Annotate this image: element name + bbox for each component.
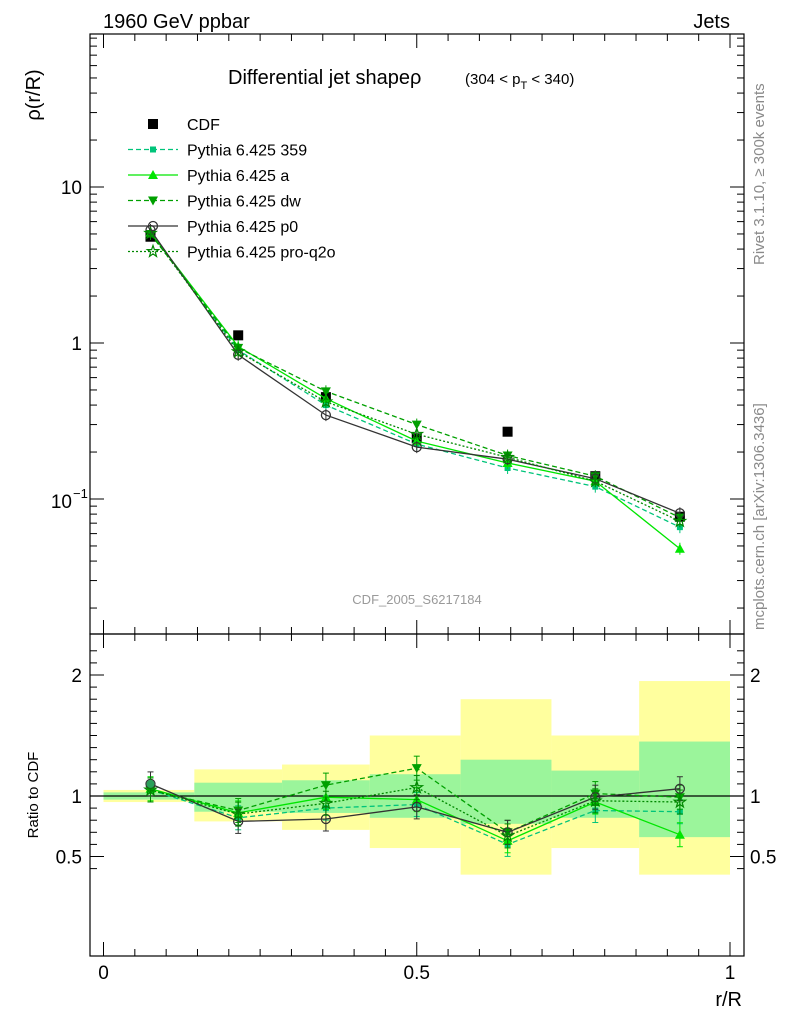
main-point xyxy=(587,473,603,488)
main-point xyxy=(230,343,246,358)
ratio-ytick-label-left: 2 xyxy=(71,666,82,687)
main-series-0 xyxy=(145,231,685,522)
ratio-xtick-label: 0 xyxy=(98,963,109,984)
ratio-point xyxy=(411,801,422,813)
main-y-axis-label: ρ(r/R) xyxy=(23,69,45,120)
main-point xyxy=(320,387,331,397)
main-series-3 xyxy=(145,227,685,524)
chart-title-range: (304 < pT < 340) xyxy=(465,71,574,92)
main-series-2 xyxy=(145,226,685,555)
legend-label-5: Pythia 6.425 pro-q2o xyxy=(187,245,336,262)
main-point xyxy=(411,441,422,453)
x-axis-label: r/R xyxy=(715,989,742,1011)
chart-title-range-end: < 340) xyxy=(527,71,574,88)
ratio-ytick-label-right: 0.5 xyxy=(750,848,776,869)
ratio-ytick-label-left: 1 xyxy=(71,787,82,808)
ratio-point xyxy=(500,828,516,843)
ratio-point xyxy=(672,794,688,809)
ratio-point xyxy=(143,782,158,797)
ratio-band-inner xyxy=(460,759,552,824)
main-series-4 xyxy=(145,224,686,520)
legend-marker xyxy=(150,146,156,153)
ratio-ytick-label-left: 0.5 xyxy=(56,848,82,869)
analysis-label: CDF_2005_S6217184 xyxy=(352,592,481,607)
header-energy: 1960 GeV ppbar xyxy=(103,11,250,33)
main-series-line xyxy=(149,233,681,519)
legend-label-2: Pythia 6.425 a xyxy=(187,168,289,185)
header-process: Jets xyxy=(693,11,730,33)
ratio-point xyxy=(674,829,685,839)
main-series-line xyxy=(149,229,681,514)
legend-label-3: Pythia 6.425 dw xyxy=(187,194,301,211)
main-point xyxy=(502,426,513,437)
legend-label-1: Pythia 6.425 359 xyxy=(187,143,307,160)
main-point xyxy=(672,513,688,528)
ratio-y-axis-label: Ratio to CDF xyxy=(25,752,42,839)
legend-marker xyxy=(148,196,158,206)
main-series-line xyxy=(149,232,681,528)
chart-title-subscript: T xyxy=(520,80,527,92)
side-label-mcplots: mcplots.cern.ch [arXiv:1306.3436] xyxy=(751,403,768,630)
main-ytick-label-1: 1 xyxy=(71,334,82,355)
ratio-plot-panel: 0.5 0.5 1 1 2 2 0 0.5 1 Ratio to CDF r/R xyxy=(25,633,776,1011)
main-point xyxy=(320,409,332,421)
chart-title: Differential jet shapeρ xyxy=(228,67,421,89)
legend-marker xyxy=(148,119,158,129)
main-series-line xyxy=(149,232,681,550)
ratio-point-first xyxy=(146,779,155,788)
side-label-rivet: Rivet 3.1.10, ≥ 300k events xyxy=(751,83,768,265)
main-point xyxy=(409,426,425,441)
main-ytick-label-10: 10 xyxy=(61,178,82,199)
ratio-point xyxy=(318,795,334,810)
legend-marker xyxy=(147,220,159,232)
ratio-ytick-label-right: 1 xyxy=(750,787,761,808)
ratio-point xyxy=(587,792,603,808)
ratio-point xyxy=(320,781,331,791)
ratio-xtick-label: 1 xyxy=(725,963,736,984)
legend-label-0: CDF xyxy=(187,117,220,134)
main-ytick-label-0.1-exp: −1 xyxy=(73,486,88,501)
main-point xyxy=(500,449,516,464)
main-ytick-label-0.1-base: 10 xyxy=(51,492,72,513)
main-point xyxy=(143,225,158,240)
ratio-point xyxy=(411,764,422,774)
main-point xyxy=(674,543,685,553)
legend-label-4: Pythia 6.425 p0 xyxy=(187,219,298,236)
ratio-point xyxy=(230,806,246,821)
ratio-point xyxy=(409,779,425,794)
main-point xyxy=(233,330,244,341)
ratio-ytick-label-right: 2 xyxy=(750,666,761,687)
main-point xyxy=(318,393,334,409)
legend-marker xyxy=(148,170,158,179)
ratio-xtick-label: 0.5 xyxy=(404,963,430,984)
legend: CDF Pythia 6.425 359 Pythia 6.425 a Pythia … xyxy=(128,117,336,262)
legend-marker xyxy=(145,243,161,258)
main-point xyxy=(411,420,422,430)
